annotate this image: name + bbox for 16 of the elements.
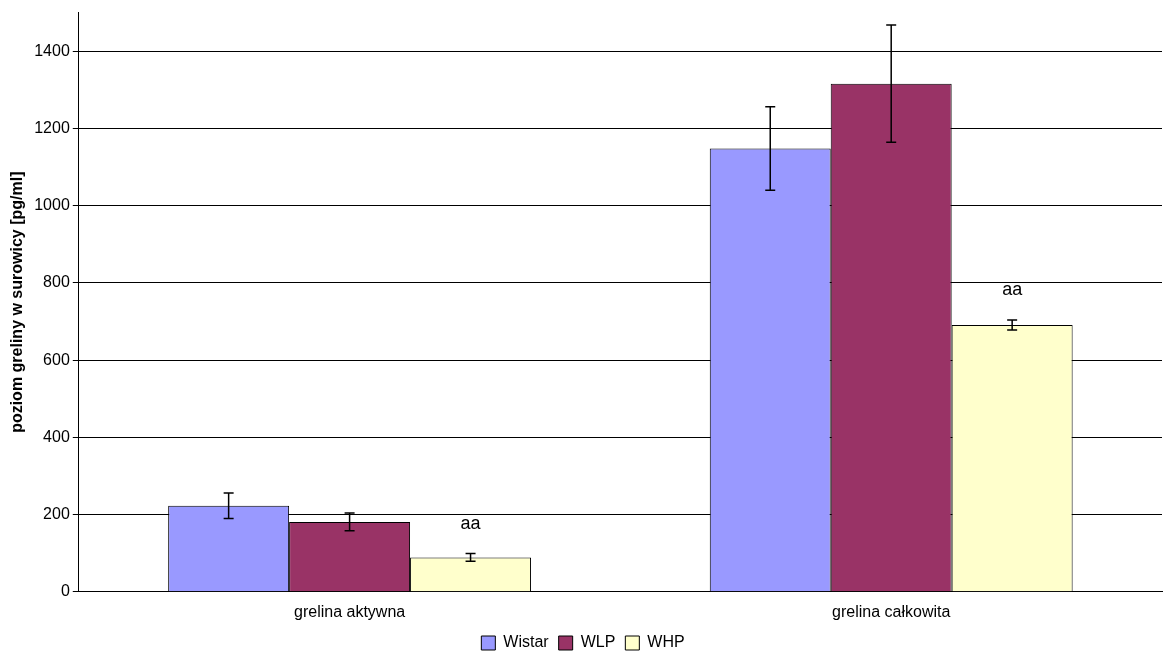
- legend-label: WHP: [647, 633, 685, 651]
- y-tick-label: 0: [60, 582, 70, 600]
- y-tick-label: 200: [43, 504, 70, 522]
- annotation: aa: [460, 512, 482, 533]
- y-tick-label: 600: [43, 350, 70, 368]
- legend-label: WLP: [580, 633, 616, 651]
- y-tick-label: 800: [43, 273, 70, 291]
- y-tick-label: 400: [43, 427, 70, 445]
- annotation: aa: [1002, 278, 1024, 299]
- y-tick-label: 1200: [34, 118, 70, 136]
- y-tick-label: 1400: [34, 41, 70, 59]
- y-axis-title: poziom greliny w surowicy [pg/ml]: [8, 171, 26, 433]
- y-tick-label: 1000: [34, 196, 70, 214]
- x-tick-label: grelina aktywna: [294, 602, 406, 620]
- legend-label: Wistar: [503, 633, 550, 651]
- x-tick-label: grelina całkowita: [832, 602, 951, 620]
